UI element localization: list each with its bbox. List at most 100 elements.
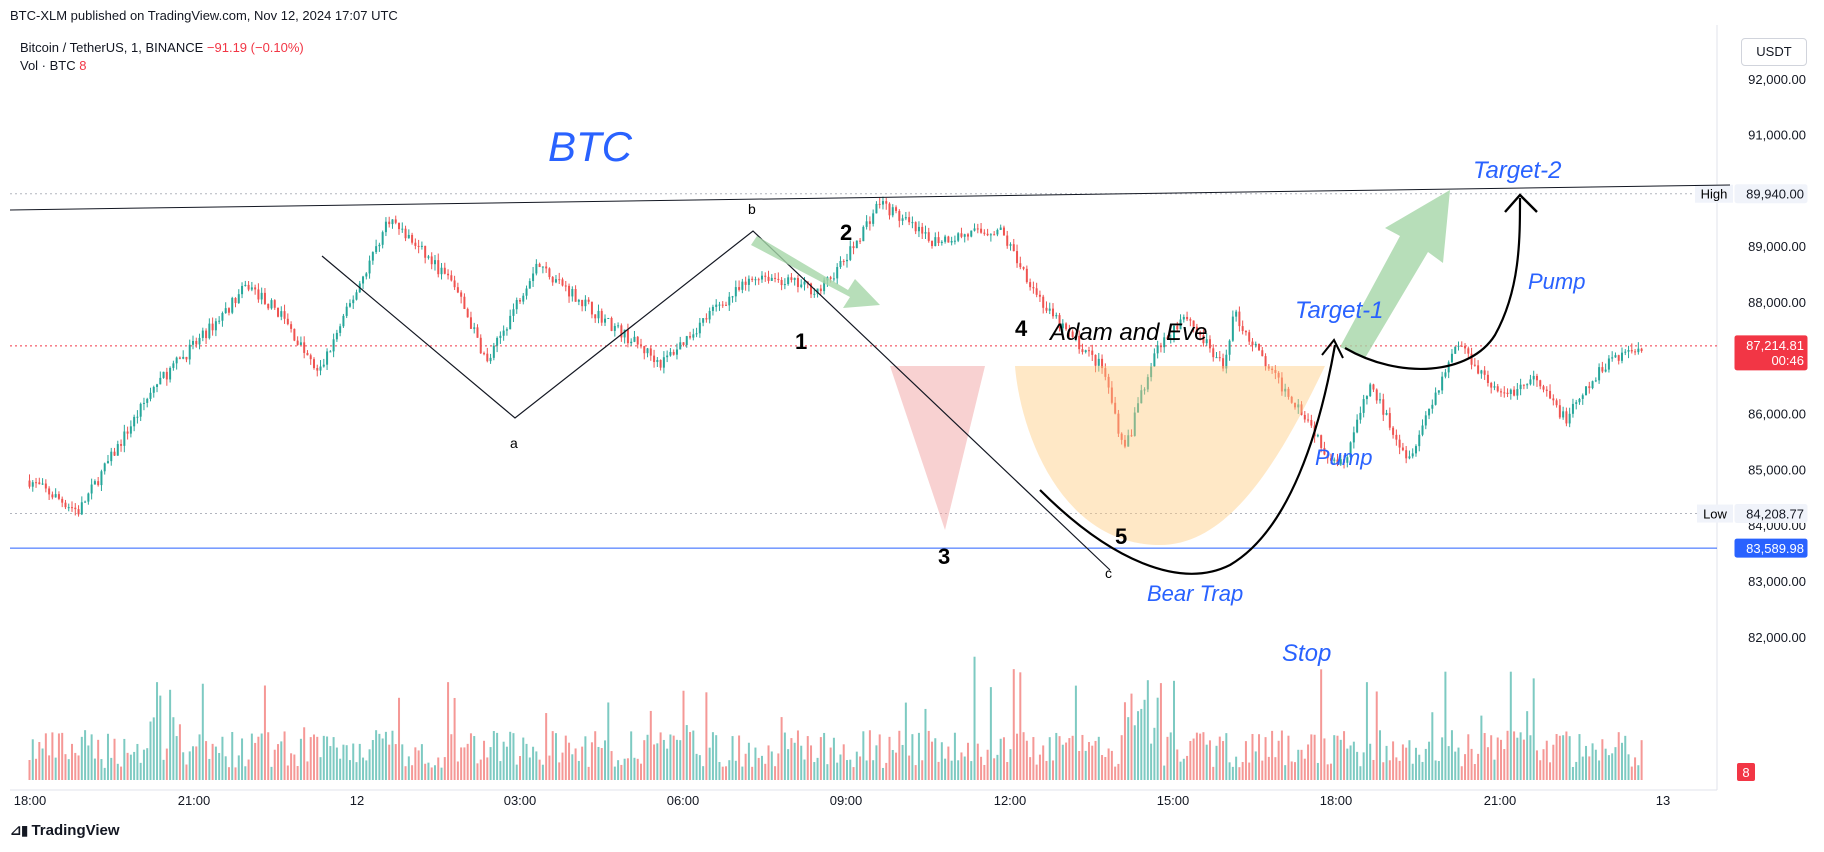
- volume-bar: [433, 765, 436, 780]
- volume-bar: [604, 740, 607, 780]
- volume-bar: [810, 745, 813, 780]
- volume-bar: [329, 746, 332, 780]
- candle-body: [437, 260, 440, 275]
- candle-body: [594, 314, 597, 319]
- candle-body: [1297, 404, 1300, 408]
- volume-bar: [1634, 757, 1637, 780]
- candle-body: [1186, 316, 1189, 320]
- volume-bar: [901, 744, 904, 780]
- candle-body: [175, 357, 178, 364]
- volume-bar: [159, 695, 162, 780]
- candle-body: [656, 360, 659, 363]
- candle-body: [623, 329, 626, 338]
- candle-body: [185, 356, 188, 360]
- candle-body: [1500, 391, 1502, 393]
- candle-body: [1248, 332, 1251, 342]
- candle-body: [1634, 351, 1637, 353]
- candle-body: [607, 318, 610, 320]
- candle-body: [633, 336, 636, 342]
- volume-bar: [1624, 735, 1627, 780]
- volume-bar: [738, 735, 741, 780]
- wave-label-a: a: [510, 435, 518, 451]
- svg-text:84,208.77: 84,208.77: [1746, 507, 1804, 522]
- candle-body: [404, 228, 407, 239]
- volume-bar: [1303, 758, 1306, 780]
- symbol-name[interactable]: Bitcoin / TetherUS, 1, BINANCE: [20, 40, 204, 55]
- volume-bar: [299, 738, 302, 780]
- candle-body: [201, 330, 204, 338]
- candle-body: [816, 288, 819, 294]
- volume-bar: [339, 758, 342, 780]
- candle-body: [1444, 372, 1447, 377]
- volume-bar: [934, 738, 937, 780]
- volume-bar: [198, 734, 201, 780]
- volume-bar: [87, 745, 90, 780]
- volume-bar: [371, 740, 374, 780]
- candle-body: [322, 364, 325, 367]
- volume-bar: [165, 748, 168, 780]
- volume-bar: [1169, 732, 1172, 780]
- volume-bar: [407, 756, 410, 780]
- volume-bar: [590, 742, 593, 780]
- volume-bar: [554, 733, 557, 780]
- candle-body: [1029, 282, 1032, 288]
- candle-body: [1516, 389, 1519, 396]
- candle-body: [283, 311, 286, 319]
- candle-body: [908, 217, 911, 223]
- volume-bar: [453, 697, 456, 780]
- volume-label[interactable]: Vol · BTC: [20, 58, 76, 73]
- candle-body: [1156, 345, 1159, 354]
- candle-body: [1398, 439, 1401, 448]
- volume-bar: [1022, 732, 1025, 780]
- volume-bar: [61, 732, 64, 780]
- candle-body: [234, 297, 237, 304]
- volume-bar: [1052, 760, 1055, 780]
- volume-bar: [277, 744, 280, 780]
- volume-bar: [348, 760, 351, 780]
- candle-body: [1212, 348, 1215, 358]
- volume-bar: [1061, 744, 1064, 780]
- volume-bar: [551, 731, 554, 780]
- volume-bar: [731, 736, 734, 780]
- bear-trap-label: Bear Trap: [1147, 581, 1243, 606]
- volume-bar: [1349, 745, 1352, 780]
- candle-body: [463, 296, 466, 309]
- candle-body: [764, 275, 767, 277]
- volume-bar: [1163, 765, 1166, 780]
- volume-bar: [597, 746, 600, 780]
- volume-bar: [695, 753, 698, 780]
- footer-brand[interactable]: ⊿▮ TradingView: [10, 822, 120, 839]
- volume-bar: [178, 724, 181, 780]
- volume-bar: [319, 757, 322, 780]
- volume-bar: [1352, 741, 1355, 780]
- volume-bar: [950, 760, 953, 780]
- candle-body: [1336, 459, 1339, 465]
- candle-body: [538, 263, 541, 268]
- volume-bar: [1611, 753, 1614, 780]
- volume-bar: [1369, 743, 1372, 780]
- volume-bar: [1310, 734, 1313, 780]
- volume-bar: [352, 743, 355, 780]
- volume-bar: [1398, 760, 1401, 780]
- candle-body: [1293, 402, 1296, 408]
- volume-bar: [1607, 755, 1610, 780]
- candle-body: [1179, 319, 1182, 330]
- volume-bar: [355, 762, 358, 780]
- currency-selector[interactable]: USDT: [1741, 38, 1807, 66]
- candle-body: [747, 278, 750, 285]
- candle-body: [1630, 350, 1633, 352]
- tradingview-logo-icon: ⊿▮: [10, 822, 28, 838]
- volume-bar: [1248, 762, 1251, 780]
- volume-bar: [224, 756, 227, 780]
- candle-body: [783, 284, 786, 286]
- candle-body: [904, 217, 907, 219]
- wave-label-c: c: [1105, 565, 1112, 581]
- candle-body: [38, 482, 41, 485]
- candle-body: [702, 318, 705, 323]
- volume-bar: [1313, 734, 1316, 780]
- candle-body: [1447, 362, 1450, 373]
- candle-body: [1414, 446, 1417, 454]
- candle-body: [388, 221, 391, 225]
- green-arrow-down: [751, 236, 880, 308]
